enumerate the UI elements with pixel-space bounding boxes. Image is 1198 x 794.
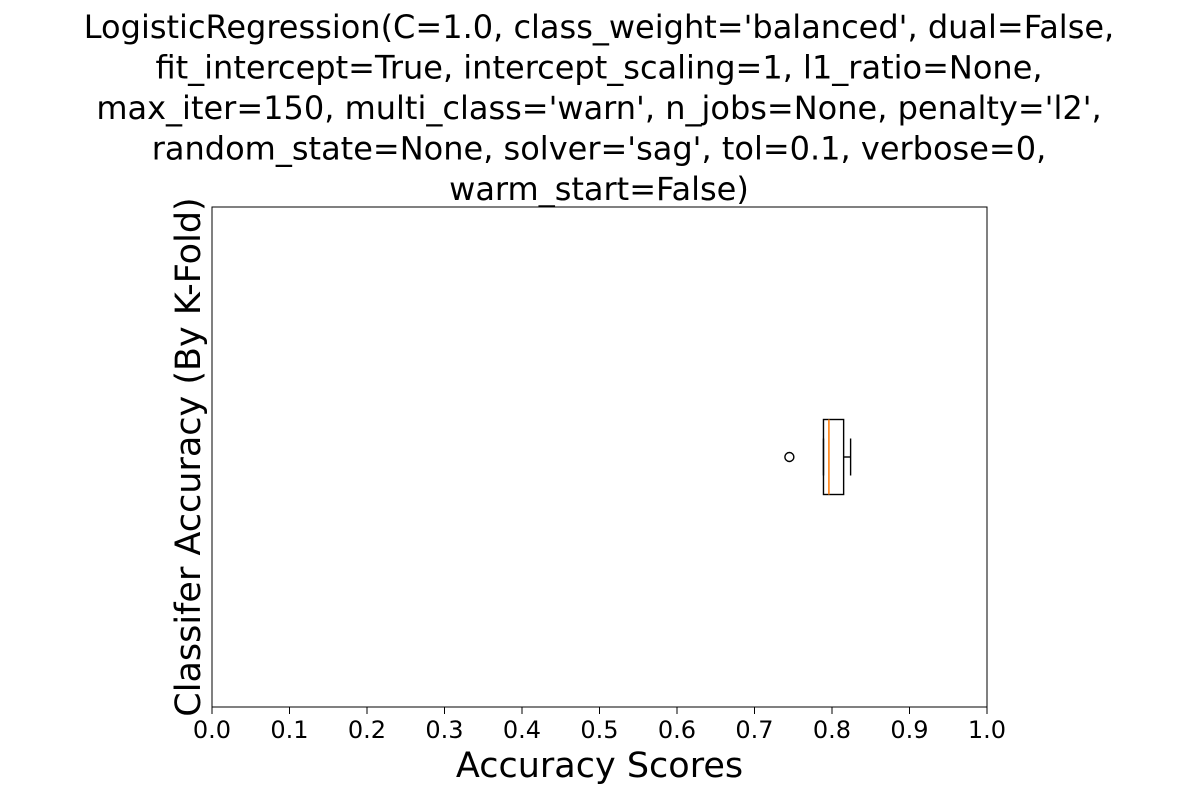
x-tick-label: 0.4	[503, 716, 541, 744]
y-axis-label: Classifer Accuracy (By K-Fold)	[169, 197, 209, 716]
x-tick-label: 0.8	[813, 716, 851, 744]
x-tick-label: 0.0	[193, 716, 231, 744]
x-tick-label: 0.5	[580, 716, 618, 744]
x-tick-label: 0.9	[890, 716, 928, 744]
x-tick-label: 0.3	[425, 716, 463, 744]
x-tick-label: 0.2	[348, 716, 386, 744]
chart-title-line: warm_start=False)	[449, 170, 749, 208]
x-axis-label: Accuracy Scores	[456, 746, 743, 786]
chart-title-line: random_state=None, solver='sag', tol=0.1…	[152, 130, 1047, 168]
chart-title: LogisticRegression(C=1.0, class_weight='…	[84, 8, 1114, 208]
x-axis-ticks: 0.0 0.1 0.2 0.3 0.4 0.5 0.6 0.7 0.8 0.9 1.0	[193, 707, 1006, 744]
x-tick-label: 0.7	[735, 716, 773, 744]
plot-area-frame	[211, 206, 988, 708]
box-plot	[784, 418, 852, 496]
outlier-point	[784, 451, 795, 463]
chart-title-line: LogisticRegression(C=1.0, class_weight='…	[84, 8, 1114, 46]
x-tick-label: 0.6	[658, 716, 696, 744]
x-tick-label: 0.1	[270, 716, 308, 744]
chart-title-line: fit_intercept=True, intercept_scaling=1,…	[155, 49, 1042, 87]
x-tick-label: 1.0	[968, 716, 1006, 744]
box-iqr	[822, 418, 845, 496]
chart-title-line: max_iter=150, multi_class='warn', n_jobs…	[96, 89, 1101, 127]
